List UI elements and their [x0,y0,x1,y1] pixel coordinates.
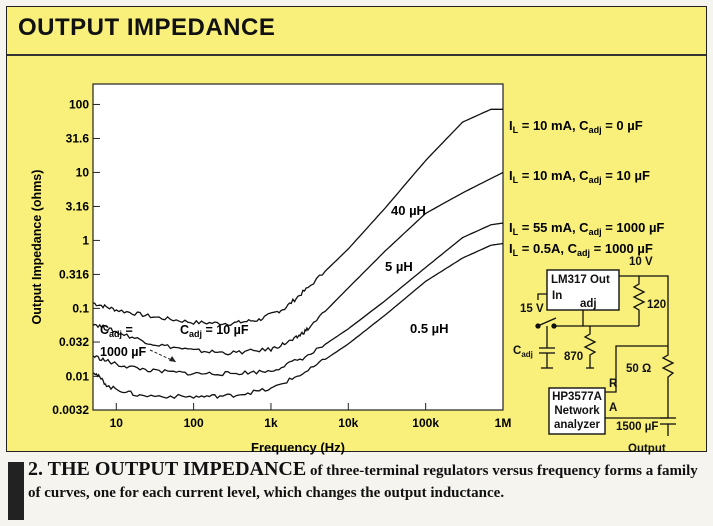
output-label: Output [628,443,666,455]
analyzer-line2: Network [554,405,600,417]
adj-label: adj [580,298,597,310]
y-tick-label: 31.6 [66,131,90,145]
x-tick-label: 1M [495,416,512,430]
y-tick-label: 100 [69,97,89,111]
caption-marker [8,462,24,520]
x-tick-label: 100 [184,416,204,430]
y-tick-label: 0.1 [72,301,89,315]
analyzer-box [548,387,606,435]
x-tick-label: 1k [264,416,278,430]
y-tick-label: 0.032 [59,335,89,349]
panel-title: OUTPUT IMPEDANCE [18,14,276,41]
series-line-3 [92,222,504,377]
x-tick-label: 10 [110,416,124,430]
lm317-box [546,269,620,311]
caption-lead: 2. THE OUTPUT IMPEDANCE [28,458,307,480]
legend-entry-3: IL = 55 mA, Cadj = 1000 µF [509,220,664,237]
y-axis-title: Output Impedance (ohms) [30,170,44,325]
r-port-label: R [609,378,618,390]
x-tick-label: 10k [338,416,358,430]
r870-label: 870 [564,351,583,363]
figure-caption: 2. THE OUTPUT IMPEDANCE of three-termina… [28,458,708,504]
y-tick-label: 0.0032 [52,403,89,417]
schematic-wires [535,275,676,436]
analyzer-line3: analyzer [554,419,601,431]
in-label: In [552,290,562,302]
series-group [92,108,504,400]
c1500-label: 1500 µF [616,421,658,433]
y-axis: 100 31.6 10 3.16 1 0.316 0.1 0.032 0.01 0.0032 [52,97,100,417]
series-line-2 [92,171,504,356]
cadj-left-arrowhead [169,356,176,362]
legend: IL = 10 mA, Cadj = 0 µF IL = 10 mA, Cadj … [509,118,664,258]
lm317-label: LM317 Out [551,274,610,286]
legend-entry-4: IL = 0.5A, Cadj = 1000 µF [509,241,653,258]
test-schematic: LM317 Out In adj 15 V 10 V 120 870 Cadj … [513,256,676,455]
v10-label: 10 V [629,256,653,268]
cadj-right-label: Cadj = 10 µF [180,323,249,339]
cadj-left-label: Cadj = 1000 µF [100,323,146,359]
caption-rest: of three-terminal regulators versus freq… [28,463,698,501]
cadj-left-line1: Cadj = [100,323,133,339]
v15-label: 15 V [520,303,544,315]
label-5uh: 5 µH [385,259,413,274]
legend-entry-1: IL = 10 mA, Cadj = 0 µF [509,118,643,135]
series-line-1 [92,108,503,326]
r120-label: 120 [647,299,666,311]
y-tick-label: 3.16 [66,199,90,213]
y-tick-label: 1 [82,233,89,247]
r50-label: 50 Ω [626,363,651,375]
cadj-left-line2: 1000 µF [100,345,146,359]
label-40uh: 40 µH [391,203,426,218]
y-tick-label: 0.316 [59,267,89,281]
x-axis: 10 100 1k 10k 100k 1M [110,403,512,430]
label-05uh: 0.5 µH [410,321,449,336]
x-tick-label: 100k [412,416,439,430]
cadj-schematic-label: Cadj [513,345,533,359]
legend-entry-2: IL = 10 mA, Cadj = 10 µF [509,168,650,185]
x-axis-title: Frequency (Hz) [251,440,345,455]
title-rule [7,54,706,56]
series-line-4 [92,242,504,400]
analyzer-line1: HP3577A [552,391,602,403]
y-tick-label: 10 [76,165,90,179]
plot-area [92,83,504,411]
y-tick-label: 0.01 [66,369,90,383]
a-port-label: A [609,402,617,414]
